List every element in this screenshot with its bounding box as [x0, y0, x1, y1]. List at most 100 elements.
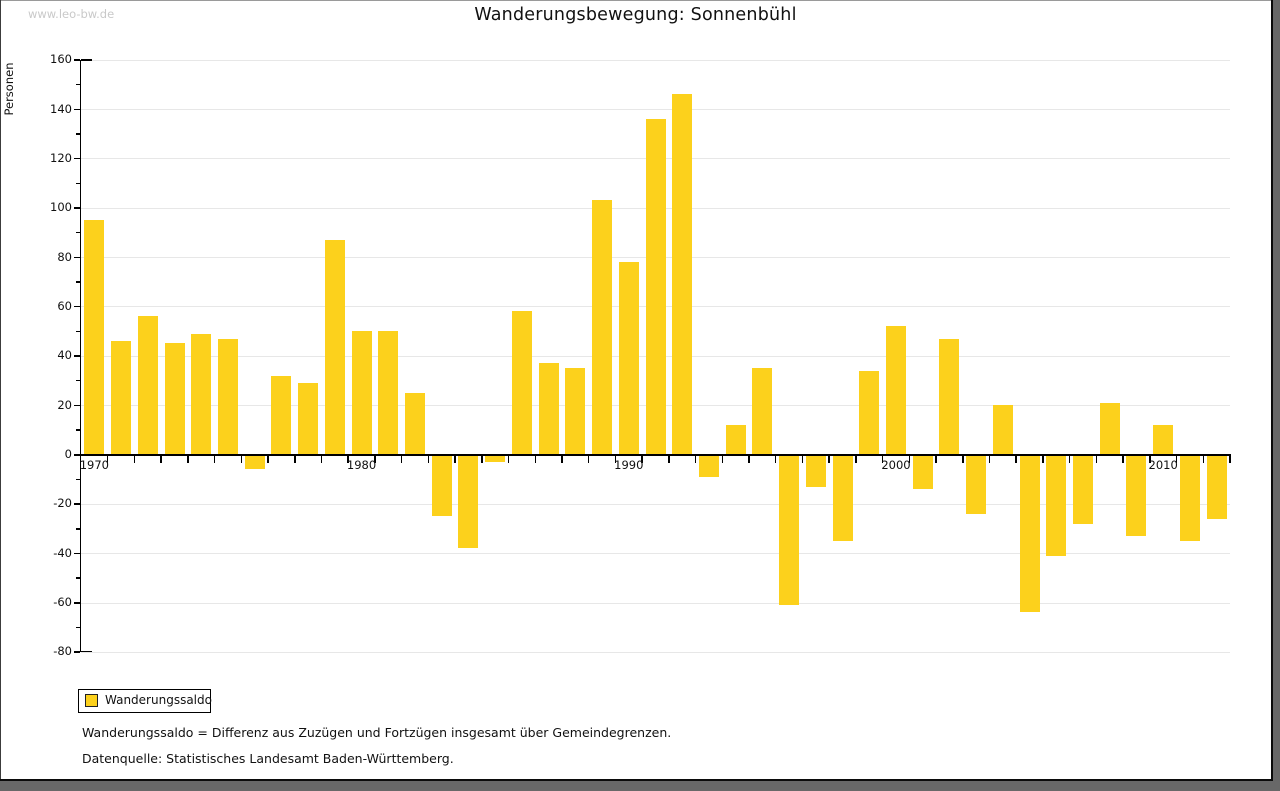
x-tick-10: [347, 455, 349, 463]
x-tick-29: [855, 455, 857, 463]
gridline--40: [81, 553, 1230, 555]
x-tick-36: [1042, 455, 1044, 463]
y-major-tick-100: [74, 207, 80, 209]
y-major-tick-160: [74, 59, 80, 61]
legend-label: Wanderungssaldo: [105, 693, 212, 707]
bar-1989: [592, 200, 613, 455]
x-axis: [80, 453, 1231, 456]
x-tick-40: [1149, 455, 1151, 463]
y-tick-label-0: 0: [64, 447, 72, 461]
bar-1990: [618, 262, 639, 455]
y-major-tick-60: [74, 305, 80, 308]
x-tick-25: [748, 455, 750, 463]
y-tick-label-20: 20: [57, 397, 72, 412]
bar-1971: [111, 340, 132, 455]
x-tick-32: [935, 455, 937, 463]
y-major-tick-0: [74, 454, 80, 456]
x-tick-14: [454, 455, 456, 463]
bar-1977: [271, 375, 292, 455]
bar-1988: [565, 368, 586, 455]
x-tick-26: [774, 455, 777, 463]
x-tick-31: [908, 455, 911, 463]
x-tick-35: [1015, 455, 1017, 463]
y-tick-label-80: 80: [57, 249, 72, 264]
bar-2000: [885, 326, 906, 455]
y-tick-label-160: 160: [50, 52, 72, 67]
y-axis: [79, 59, 81, 652]
bar-2003: [966, 454, 987, 514]
bar-1981: [378, 331, 399, 455]
x-tick-43: [1229, 455, 1231, 463]
bar-1982: [405, 392, 425, 455]
y-major-tick-40: [74, 355, 80, 357]
x-tick-33: [962, 455, 964, 463]
y-tick-label-140: 140: [50, 101, 72, 116]
x-tick-6: [240, 455, 243, 463]
x-tick-13: [427, 455, 430, 463]
x-tick-39: [1122, 455, 1124, 463]
gridline--20: [81, 503, 1230, 505]
x-tick-label-2010: 2010: [1148, 458, 1178, 472]
y-major-tick--80: [74, 651, 80, 653]
y-major-tick--60: [74, 602, 80, 604]
bar-1994: [725, 424, 746, 455]
window-border-right: [1271, 0, 1273, 781]
x-tick-8: [294, 455, 296, 463]
y-tick-label--40: -40: [53, 545, 72, 560]
y-major-tick--20: [74, 503, 80, 505]
x-tick-22: [668, 455, 670, 463]
gridline--80: [81, 651, 1230, 653]
bar-1995: [752, 368, 773, 455]
x-tick-7: [267, 455, 269, 463]
bar-1983: [431, 454, 452, 517]
x-tick-9: [320, 455, 323, 463]
bar-1998: [832, 454, 853, 541]
legend-swatch-icon: [85, 694, 98, 707]
y-tick-label-120: 120: [50, 150, 72, 165]
x-tick-38: [1095, 455, 1098, 463]
y-axis-label: Personen: [2, 62, 16, 116]
x-tick-24: [721, 455, 724, 463]
x-tick-37: [1068, 455, 1071, 463]
gridline--60: [81, 602, 1230, 604]
window-border-left: [0, 0, 1, 781]
x-tick-28: [828, 455, 830, 463]
x-tick-30: [881, 455, 884, 463]
x-tick-12: [400, 455, 403, 463]
window-shadow-right: [1273, 0, 1280, 791]
x-tick-19: [587, 455, 590, 463]
bar-2004: [992, 405, 1013, 455]
bar-1992: [672, 94, 693, 455]
y-minor-tick-50: [76, 330, 80, 333]
plot-frame-bottom-stub: [81, 650, 92, 653]
y-minor-tick--30: [76, 528, 80, 530]
bar-1997: [805, 454, 826, 487]
footnote-definition: Wanderungssaldo = Differenz aus Zuzügen …: [82, 725, 672, 740]
x-tick-4: [187, 455, 189, 463]
x-tick-18: [561, 455, 563, 463]
x-tick-5: [213, 455, 216, 463]
bar-1974: [191, 333, 212, 455]
y-minor-tick-130: [76, 133, 80, 135]
x-tick-27: [801, 455, 804, 463]
bar-1975: [217, 338, 238, 455]
window-border-top: [0, 0, 1273, 1]
bar-1987: [538, 363, 559, 455]
chart-title: Wanderungsbewegung: Sonnenbühl: [474, 5, 797, 25]
bar-2001: [912, 454, 933, 490]
y-major-tick-120: [74, 157, 80, 160]
bar-1976: [244, 454, 265, 470]
y-tick-label-100: 100: [50, 200, 72, 215]
x-tick-41: [1175, 455, 1178, 463]
window-border-bottom: [0, 779, 1273, 781]
y-tick-label--20: -20: [53, 496, 72, 511]
x-tick-label-2000: 2000: [881, 458, 911, 472]
x-tick-11: [374, 455, 376, 463]
bar-1985: [485, 454, 506, 462]
y-tick-label-40: 40: [57, 348, 72, 363]
x-tick-label-1990: 1990: [614, 458, 644, 472]
watermark-leo-bw: www.leo-bw.de: [28, 7, 115, 21]
y-major-tick-140: [74, 108, 80, 111]
x-tick-16: [507, 455, 510, 463]
